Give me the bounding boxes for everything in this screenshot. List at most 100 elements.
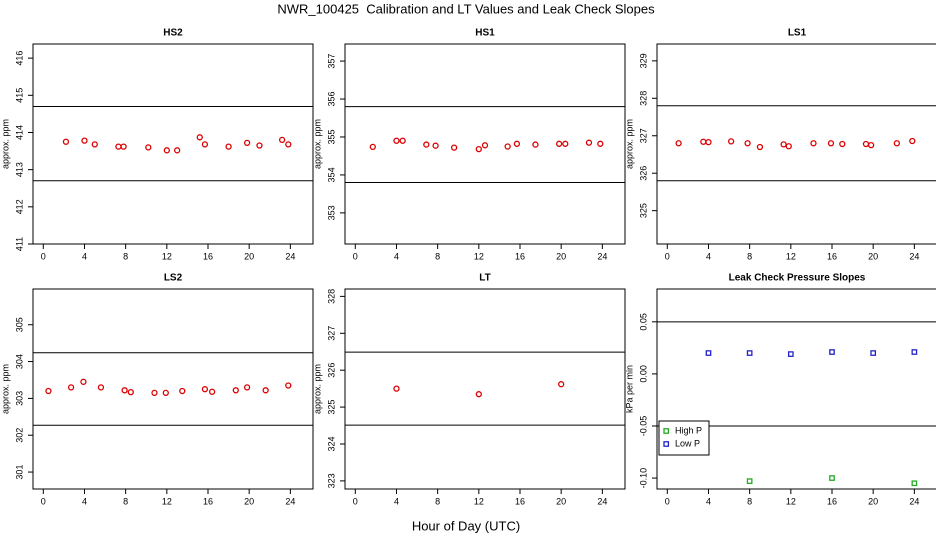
x-tick-label: 12 — [786, 496, 796, 506]
point — [475, 145, 482, 153]
point — [911, 480, 918, 487]
point — [115, 143, 122, 150]
plot-frame — [344, 288, 626, 490]
y-tick-label: 0.00 — [638, 365, 648, 383]
point — [393, 137, 400, 144]
x-tick-label: 16 — [827, 251, 837, 261]
point — [225, 143, 232, 150]
point — [243, 139, 251, 147]
chart-title: NWR_100425 Calibration and LT Values and… — [277, 1, 655, 16]
x-tick-label: 0 — [41, 496, 46, 506]
point — [285, 382, 292, 389]
point — [862, 140, 870, 148]
x-axis-label: Hour of Day (UTC) — [412, 518, 520, 533]
point — [121, 387, 128, 394]
point — [399, 137, 406, 144]
y-tick-label: 416 — [14, 51, 24, 66]
panel-title: LS1 — [788, 28, 807, 39]
point — [179, 387, 186, 395]
legend-box — [658, 420, 710, 456]
x-tick-label: 12 — [786, 251, 796, 261]
plot-frame — [32, 43, 314, 245]
panel-title: LT — [479, 273, 490, 284]
point — [45, 387, 52, 395]
x-tick-label: 24 — [909, 251, 919, 261]
y-tick-label: 323 — [326, 473, 336, 488]
y-tick-label: -0.10 — [638, 468, 648, 489]
x-tick-label: 24 — [285, 496, 295, 506]
point — [839, 140, 846, 148]
x-tick-label: 24 — [597, 496, 607, 506]
point — [787, 351, 794, 357]
y-tick-label: 303 — [14, 391, 24, 406]
point — [262, 387, 269, 394]
plot-frame — [32, 288, 314, 490]
point — [555, 140, 563, 147]
x-tick-label: 8 — [435, 496, 440, 506]
y-tick-label: 325 — [326, 400, 336, 415]
point — [909, 137, 916, 145]
point — [91, 141, 98, 148]
x-tick-label: 16 — [515, 251, 525, 261]
x-tick-label: 8 — [123, 251, 128, 261]
panel-title: HS1 — [475, 28, 495, 39]
y-tick-label: 412 — [14, 199, 24, 214]
x-tick-label: 4 — [82, 496, 87, 506]
y-axis-label: approx. ppm — [0, 364, 10, 414]
y-tick-label: 326 — [326, 363, 336, 378]
panel-title: HS2 — [163, 28, 183, 39]
x-tick-label: 0 — [41, 251, 46, 261]
point — [746, 478, 753, 485]
y-axis-label: kPa per min — [624, 365, 634, 413]
point — [81, 137, 88, 144]
legend-label: High P — [675, 425, 702, 435]
x-tick-label: 0 — [353, 496, 358, 506]
point — [423, 141, 430, 148]
x-tick-label: 24 — [909, 496, 919, 506]
x-tick-label: 12 — [162, 251, 172, 261]
point — [173, 147, 181, 154]
point — [585, 139, 593, 146]
point — [827, 140, 835, 147]
point — [256, 142, 263, 149]
x-tick-label: 20 — [244, 251, 254, 261]
point — [744, 140, 751, 147]
y-tick-label: 329 — [638, 53, 648, 68]
plot-frame — [656, 43, 936, 245]
point — [780, 141, 787, 148]
point — [80, 378, 87, 385]
y-tick-label: 357 — [326, 54, 336, 69]
point — [243, 384, 251, 391]
point — [97, 384, 105, 391]
point — [285, 141, 292, 148]
point — [597, 140, 604, 147]
x-tick-label: 20 — [244, 496, 254, 506]
point — [705, 138, 712, 146]
x-tick-label: 4 — [82, 251, 87, 261]
y-tick-label: 327 — [638, 128, 648, 143]
y-tick-label: 327 — [326, 326, 336, 341]
x-tick-label: 4 — [394, 251, 399, 261]
point — [127, 388, 134, 396]
point — [481, 142, 489, 149]
x-tick-label: 20 — [868, 496, 878, 506]
point — [558, 381, 565, 388]
point — [911, 349, 918, 355]
y-tick-label: 301 — [14, 465, 24, 480]
point — [62, 138, 70, 145]
y-tick-label: 305 — [14, 317, 24, 332]
point — [393, 385, 400, 392]
x-tick-label: 24 — [285, 251, 295, 261]
point — [145, 144, 152, 151]
x-tick-label: 24 — [597, 251, 607, 261]
point — [475, 391, 482, 398]
point — [432, 142, 439, 149]
x-tick-label: 4 — [706, 496, 711, 506]
x-tick-label: 16 — [203, 251, 213, 261]
point — [513, 140, 521, 147]
y-tick-label: 356 — [326, 92, 336, 107]
legend-swatch — [663, 428, 670, 434]
x-tick-label: 0 — [353, 251, 358, 261]
x-tick-label: 0 — [665, 251, 670, 261]
